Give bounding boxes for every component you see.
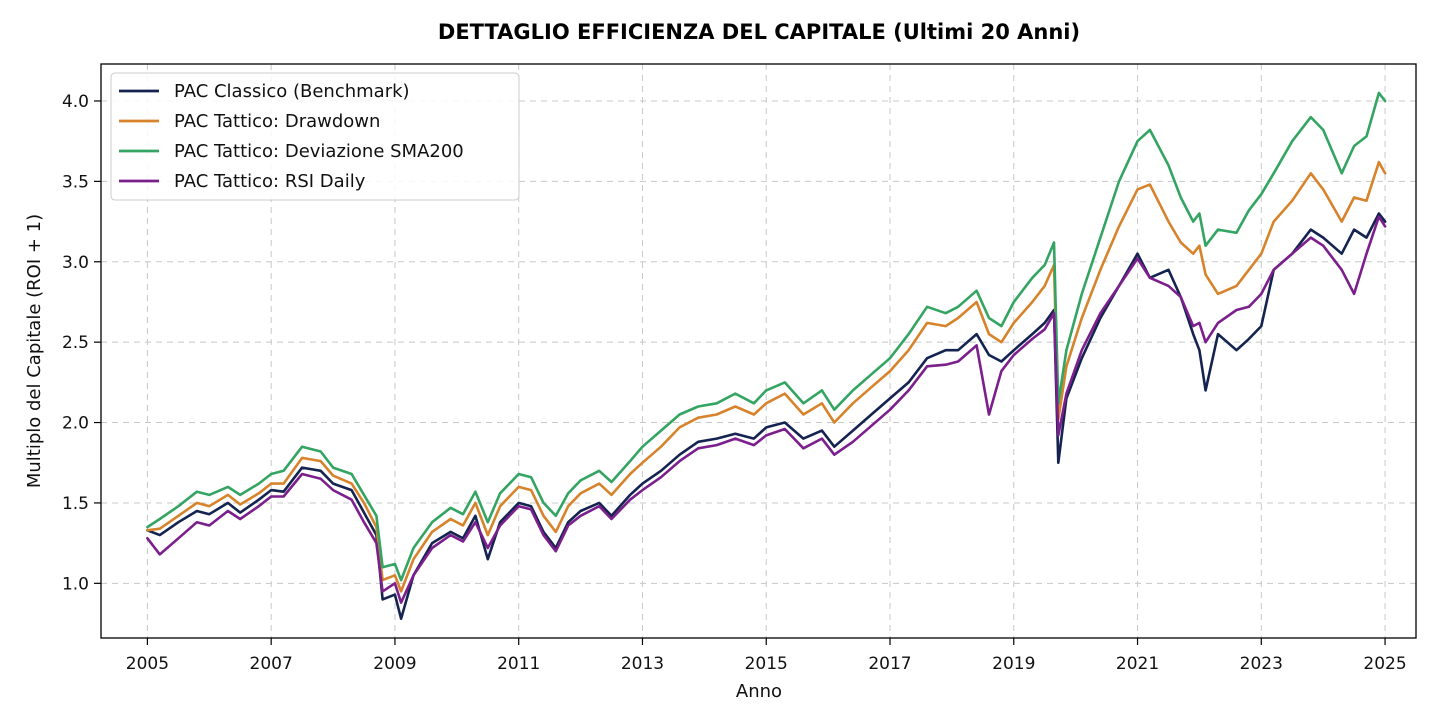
legend: PAC Classico (Benchmark) PAC Tattico: Dra… <box>110 72 520 201</box>
series-line-0 <box>146 212 1387 620</box>
x-tick-label: 2017 <box>868 654 911 674</box>
legend-box <box>110 72 520 201</box>
x-tick-label: 2013 <box>621 654 664 674</box>
x-tick-label: 2023 <box>1240 654 1283 674</box>
chart-title: DETTAGLIO EFFICIENZA DEL CAPITALE (Ultim… <box>438 20 1080 44</box>
y-tick-label: 2.0 <box>62 414 89 434</box>
x-tick-label: 2005 <box>126 654 169 674</box>
legend-label: PAC Tattico: Deviazione SMA200 <box>174 141 464 162</box>
y-tick-label: 1.5 <box>62 494 89 514</box>
x-tick-label: 2025 <box>1363 654 1406 674</box>
series-line-2 <box>146 91 1387 582</box>
series-lines <box>146 91 1387 620</box>
y-tick-label: 4.0 <box>62 92 89 112</box>
series-line-1 <box>146 160 1387 593</box>
y-tick-label: 2.5 <box>62 333 89 353</box>
plot-frame <box>100 63 1417 639</box>
x-tick-label: 2007 <box>250 654 293 674</box>
x-tick-label: 2011 <box>497 654 540 674</box>
grid-lines <box>101 64 1416 638</box>
y-axis-title: Multiplo del Capitale (ROI + 1) <box>24 214 45 488</box>
y-tick-label: 3.5 <box>62 172 89 192</box>
x-axis-title: Anno <box>736 681 782 702</box>
x-tick-label: 2015 <box>745 654 788 674</box>
legend-label: PAC Tattico: RSI Daily <box>174 171 366 192</box>
x-tick-label: 2021 <box>1116 654 1159 674</box>
x-tick-label: 2009 <box>373 654 416 674</box>
y-tick-label: 3.0 <box>62 253 89 273</box>
x-tick-label: 2019 <box>992 654 1035 674</box>
legend-label: PAC Tattico: Drawdown <box>174 111 380 132</box>
y-tick-label: 1.0 <box>62 574 89 594</box>
x-axis-ticks: 2005 2007 2009 2011 2013 2015 2017 2019 2021 2023… <box>126 638 1407 674</box>
series-line-3 <box>146 215 1387 604</box>
legend-label: PAC Classico (Benchmark) <box>174 81 410 102</box>
y-axis-ticks: 1.0 1.5 2.0 2.5 3.0 3.5 4.0 <box>62 92 101 594</box>
